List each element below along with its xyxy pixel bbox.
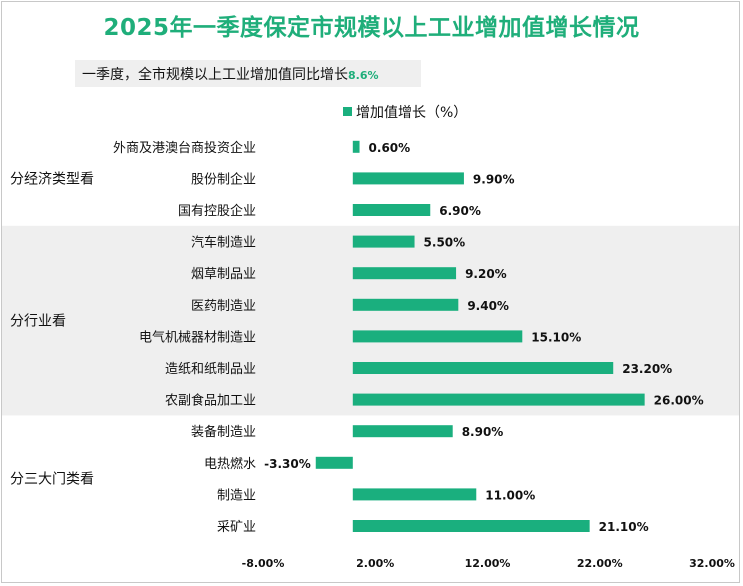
subtitle-value: 8.6%	[348, 69, 379, 82]
data-label: -3.30%	[264, 457, 311, 471]
x-tick-label: 2.00%	[356, 557, 394, 570]
group-bands	[2, 225, 739, 416]
chart-title: 2025年一季度保定市规模以上工业增加值增长情况	[103, 15, 640, 41]
data-label: 26.00%	[654, 394, 704, 408]
data-label: 15.10%	[531, 330, 581, 344]
bar	[352, 330, 523, 343]
data-label: 0.60%	[369, 141, 411, 155]
group-label: 分行业看	[10, 314, 66, 330]
legend-swatch	[343, 107, 352, 116]
bar	[352, 235, 415, 248]
data-label: 11.00%	[485, 488, 535, 502]
bar	[352, 520, 590, 532]
x-tick-label: 32.00%	[689, 557, 735, 570]
data-labels: 0.60% 9.90% 6.90% 5.50% 9.20% 9.40% 15.10% 23.2…	[264, 141, 704, 534]
category-label: 烟草制品业	[191, 267, 256, 282]
bar	[352, 362, 614, 374]
x-axis-ticks: -8.00% 2.00% 12.00% 22.00% 32.00%	[242, 557, 735, 570]
subtitle-box	[75, 60, 421, 87]
group-band	[2, 225, 739, 416]
category-labels: 外商及港澳台商投资企业股份制企业国有控股企业汽车制造业烟草制品业医药制造业电气机…	[113, 140, 256, 535]
category-label: 制造业	[217, 488, 256, 503]
group-label: 分经济类型看	[10, 171, 94, 187]
category-label: 农副食品加工业	[165, 393, 256, 409]
subtitle: 一季度，全市规模以上工业增加值同比增长8.6%	[82, 64, 379, 84]
bar	[352, 172, 464, 185]
bar	[352, 298, 459, 311]
x-tick-label: 12.00%	[465, 557, 511, 570]
legend: 增加值增长（%）	[343, 105, 467, 121]
data-label: 5.50%	[424, 236, 466, 250]
x-tick-label: -8.00%	[242, 557, 285, 570]
bars	[315, 140, 645, 532]
category-label: 外商及港澳台商投资企业	[113, 140, 256, 156]
category-label: 电热燃水	[204, 456, 256, 472]
bar	[352, 204, 431, 216]
category-label: 汽车制造业	[191, 235, 256, 251]
category-label: 医药制造业	[191, 299, 256, 314]
category-label: 造纸和纸制品业	[165, 362, 256, 377]
category-label: 股份制企业	[191, 171, 256, 187]
data-label: 9.20%	[465, 267, 507, 281]
bar	[315, 456, 353, 469]
category-label: 电气机械器材制造业	[139, 329, 256, 345]
data-label: 9.90%	[473, 172, 515, 186]
legend-label: 增加值增长（%）	[356, 105, 467, 121]
data-label: 9.40%	[467, 299, 509, 313]
category-label: 装备制造业	[191, 424, 256, 440]
category-label: 采矿业	[217, 520, 256, 535]
bar	[352, 425, 453, 438]
data-label: 6.90%	[439, 204, 481, 218]
bar	[352, 267, 457, 280]
data-label: 8.90%	[462, 425, 504, 439]
bar	[352, 140, 360, 153]
x-tick-label: 22.00%	[577, 557, 623, 570]
group-label: 分三大门类看	[10, 472, 94, 488]
subtitle-text: 一季度，全市规模以上工业增加值同比增长	[82, 67, 348, 83]
bar	[352, 488, 477, 501]
data-label: 21.10%	[599, 520, 649, 534]
data-label: 23.20%	[622, 362, 672, 376]
category-label: 国有控股企业	[178, 203, 256, 219]
bar	[352, 393, 645, 406]
